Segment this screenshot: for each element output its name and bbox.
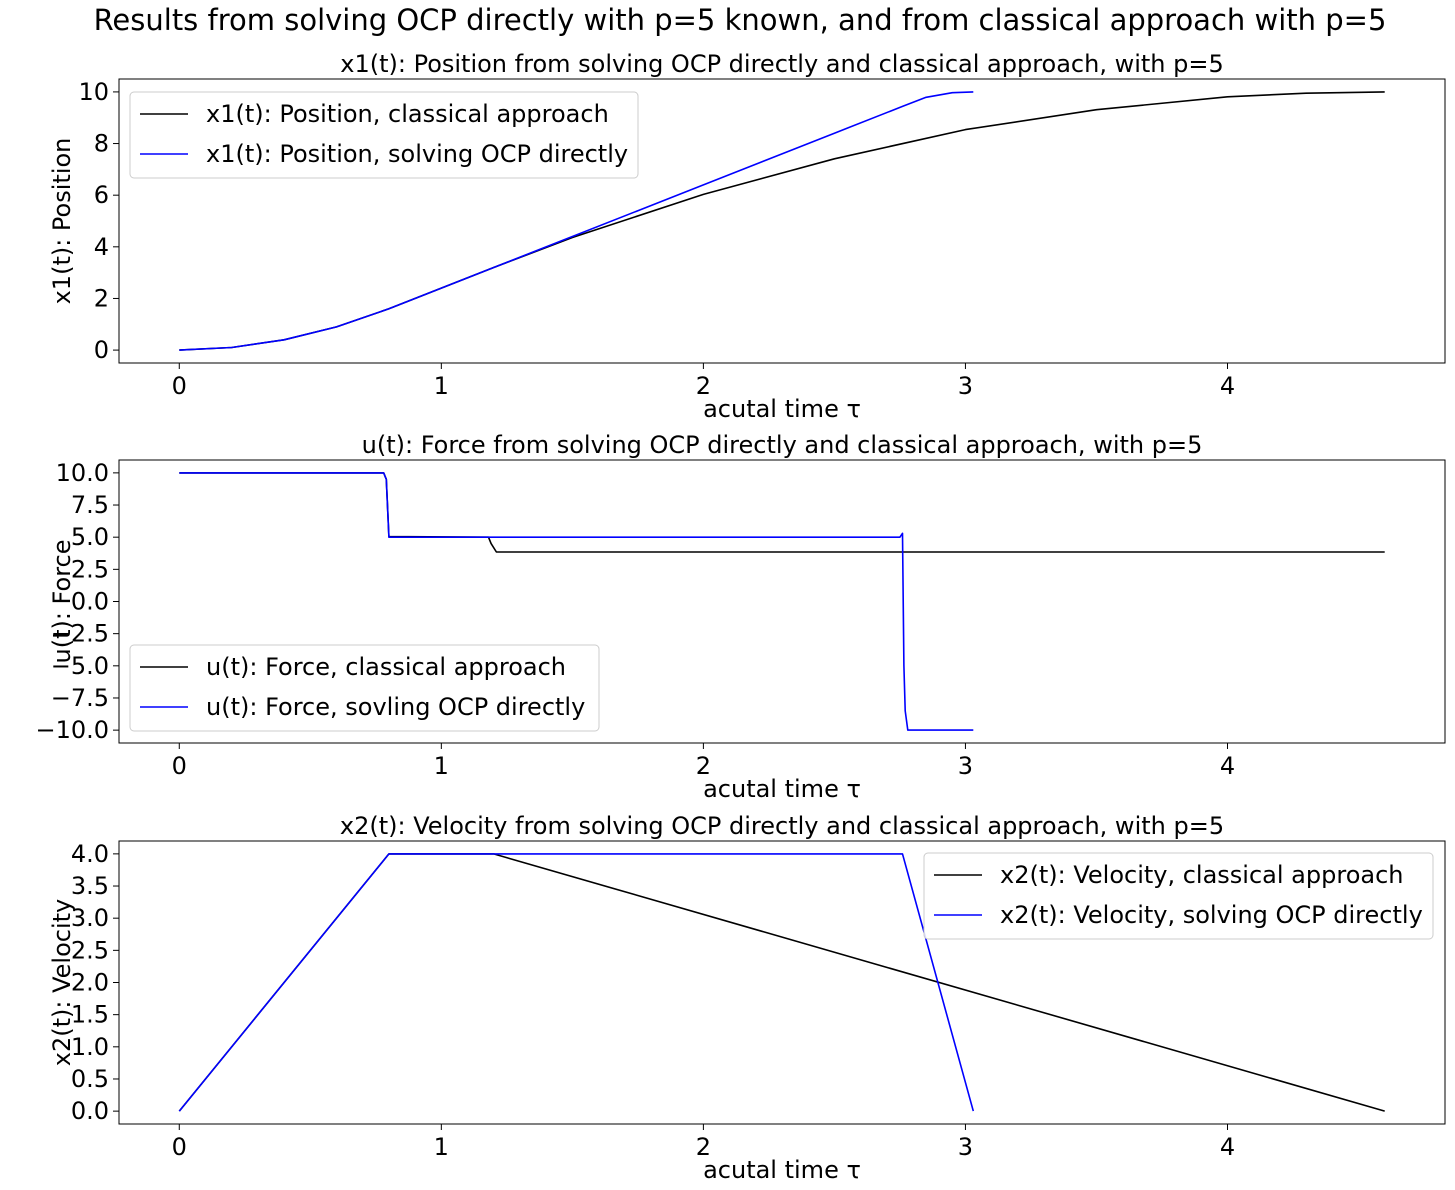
legend-label: x2(t): Velocity, classical approach — [1000, 861, 1404, 889]
y-tick-label: 0 — [94, 336, 109, 364]
legend-label: x1(t): Position, solving OCP directly — [206, 140, 628, 168]
legend-box — [129, 91, 639, 179]
chart-panel-1: x1(t): Position from solving OCP directl… — [48, 50, 1446, 423]
series-line-2 — [179, 472, 974, 731]
chart-panel-3: x2(t): Velocity from solving OCP directl… — [48, 812, 1446, 1184]
x-tick-label: 0 — [172, 372, 187, 400]
series-line-2 — [178, 853, 975, 1112]
y-tick-label: 3.0 — [71, 904, 109, 932]
legend-label: u(t): Force, classical approach — [206, 653, 566, 681]
y-axis-label: x2(t): Velocity — [48, 899, 76, 1066]
y-tick-label: 3.5 — [71, 872, 109, 900]
x-tick-label: 3 — [958, 752, 973, 780]
y-tick-label: 0.0 — [71, 1097, 109, 1125]
x-tick-label: 2 — [696, 372, 711, 400]
y-tick-label: 1.0 — [71, 1033, 109, 1061]
y-tick-label: 2.0 — [71, 969, 109, 997]
series-line-2 — [179, 91, 974, 351]
y-axis-label: x1(t): Position — [48, 138, 76, 305]
panels: x1(t): Position from solving OCP directl… — [35, 50, 1446, 1184]
x-tick-label: 3 — [958, 1133, 973, 1161]
chart-panel-2: u(t): Force from solving OCP directly an… — [35, 431, 1446, 803]
x-tick-label: 2 — [696, 1133, 711, 1161]
legend-box — [129, 644, 600, 732]
y-tick-label: −5.0 — [51, 652, 109, 680]
x-axis-label: acutal time τ — [703, 395, 861, 423]
series-line-1 — [179, 472, 1385, 553]
legend-label: x1(t): Position, classical approach — [206, 100, 609, 128]
chart-title: x1(t): Position from solving OCP directl… — [340, 50, 1224, 78]
chart-title: u(t): Force from solving OCP directly an… — [362, 431, 1203, 459]
y-tick-label: −7.5 — [51, 684, 109, 712]
y-tick-label: 10 — [78, 78, 109, 106]
y-tick-label: 2.5 — [71, 936, 109, 964]
y-tick-label: 10.0 — [56, 459, 109, 487]
x-tick-label: 1 — [434, 1133, 449, 1161]
x-tick-label: 4 — [1220, 752, 1235, 780]
chart-title: x2(t): Velocity from solving OCP directl… — [340, 812, 1224, 840]
x-tick-label: 1 — [434, 752, 449, 780]
legend-box — [923, 852, 1434, 940]
x-axis-label: acutal time τ — [703, 775, 861, 803]
y-tick-label: 2 — [94, 284, 109, 312]
y-tick-label: 6 — [94, 181, 109, 209]
x-tick-label: 1 — [434, 372, 449, 400]
y-tick-label: 2.5 — [71, 555, 109, 583]
x-tick-label: 4 — [1220, 1133, 1235, 1161]
y-tick-label: 8 — [94, 130, 109, 158]
legend: x1(t): Position, classical approach x1(t)… — [129, 91, 639, 179]
legend-label: u(t): Force, sovling OCP directly — [206, 693, 585, 721]
y-axis-label: u(t): Force — [48, 540, 76, 664]
y-tick-label: 0.0 — [71, 588, 109, 616]
legend-label: x2(t): Velocity, solving OCP directly — [1000, 901, 1423, 929]
x-tick-label: 2 — [696, 752, 711, 780]
legend: x2(t): Velocity, classical approach x2(t)… — [923, 852, 1434, 940]
x-axis-label: acutal time τ — [703, 1156, 861, 1184]
y-tick-label: 7.5 — [71, 491, 109, 519]
y-tick-label: 4 — [94, 233, 109, 261]
x-tick-label: 3 — [958, 372, 973, 400]
y-tick-label: 4.0 — [71, 840, 109, 868]
figure-suptitle: Results from solving OCP directly with p… — [94, 3, 1387, 37]
legend: u(t): Force, classical approach u(t): For… — [129, 644, 600, 732]
x-tick-label: 0 — [172, 1133, 187, 1161]
y-tick-label: 1.5 — [71, 1001, 109, 1029]
x-tick-label: 0 — [172, 752, 187, 780]
y-tick-label: 5.0 — [71, 523, 109, 551]
plot-frame — [118, 78, 1446, 364]
x-tick-label: 4 — [1220, 372, 1235, 400]
y-tick-label: −2.5 — [51, 620, 109, 648]
y-tick-label: 0.5 — [71, 1065, 109, 1093]
y-tick-label: −10.0 — [35, 716, 109, 744]
